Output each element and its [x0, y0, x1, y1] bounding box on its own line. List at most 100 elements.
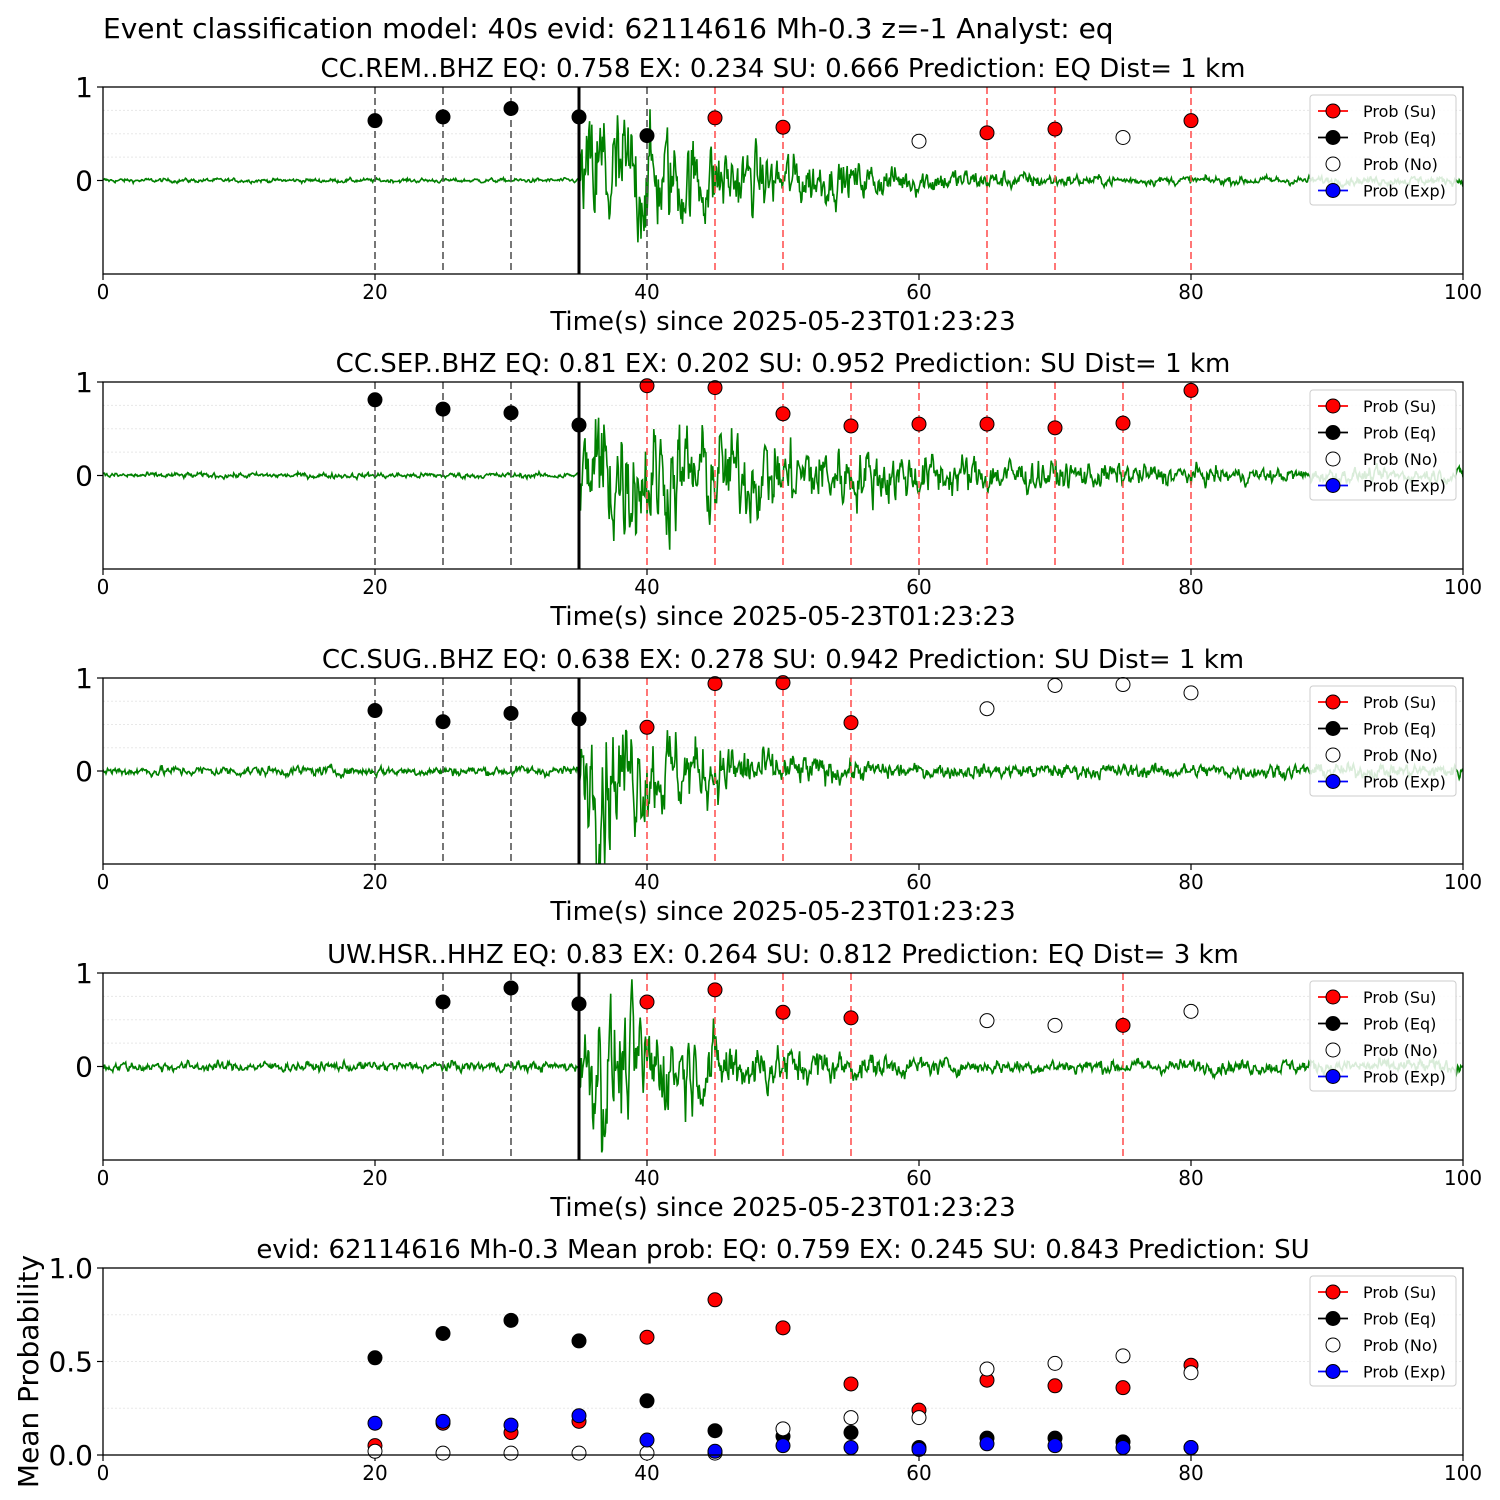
prob-point-eq — [435, 109, 451, 125]
prob-point-su — [979, 416, 995, 432]
legend-marker-exp — [1325, 1364, 1341, 1379]
prob-point-no — [911, 1410, 927, 1426]
x-tick-label: 100 — [1444, 1461, 1482, 1485]
mean-probability-panel: evid: 62114616 Mh-0.3 Mean prob: EQ: 0.7… — [12, 1235, 1482, 1488]
prob-point-su — [1115, 1017, 1131, 1033]
x-tick-label: 40 — [634, 575, 659, 599]
legend-frame — [1309, 389, 1457, 501]
prob-point-eq — [435, 994, 451, 1010]
axes-frame — [102, 972, 1464, 1161]
prob-point-su — [775, 406, 791, 422]
prob-point-su — [707, 676, 723, 692]
prob-point-no — [1183, 1365, 1199, 1381]
prob-point-eq — [571, 996, 587, 1012]
x-tick-label: 0 — [97, 870, 110, 894]
figure-title: Event classification model: 40s evid: 62… — [103, 12, 1114, 45]
y-axis-label: Mean Probability — [12, 1255, 45, 1488]
x-tick-label: 20 — [362, 870, 387, 894]
prob-point-eq — [367, 1350, 383, 1366]
legend-label-no: Prob (No) — [1363, 1336, 1438, 1355]
prob-point-su — [639, 1329, 655, 1345]
prob-point-exp — [707, 1443, 723, 1459]
legend-label-su: Prob (Su) — [1363, 1283, 1436, 1302]
y-tick-label: 1 — [75, 662, 93, 695]
legend-frame — [1309, 980, 1457, 1092]
y-tick-label: 0 — [75, 165, 93, 198]
legend-marker-no — [1325, 156, 1341, 172]
legend-label-exp: Prob (Exp) — [1363, 1068, 1446, 1087]
prob-point-su — [1047, 420, 1063, 436]
panel-title: UW.HSR..HHZ EQ: 0.83 EX: 0.264 SU: 0.812… — [327, 940, 1239, 970]
prob-point-eq — [639, 128, 655, 144]
legend-marker-eq — [1325, 425, 1341, 440]
x-tick-label: 80 — [1178, 575, 1203, 599]
x-tick-label: 40 — [634, 870, 659, 894]
axes-frame — [102, 86, 1464, 275]
x-tick-label: 60 — [906, 1461, 931, 1485]
legend-marker-exp — [1325, 774, 1341, 789]
prob-point-su — [707, 110, 723, 126]
x-axis-label: Time(s) since 2025-05-23T01:23:23 — [549, 602, 1015, 632]
prob-point-eq — [503, 101, 519, 117]
prob-point-su — [1047, 121, 1063, 137]
station-panel-2: CC.SEP..BHZ EQ: 0.81 EX: 0.202 SU: 0.952… — [75, 349, 1482, 632]
prob-point-exp — [1115, 1440, 1131, 1456]
station-3-legend: Prob (Su) Prob (Eq) Prob (No) Prob (Exp) — [1309, 685, 1457, 797]
prob-point-su — [843, 715, 859, 731]
legend-label-su: Prob (Su) — [1363, 693, 1436, 712]
x-tick-label: 60 — [906, 280, 931, 304]
legend-label-su: Prob (Su) — [1363, 102, 1436, 121]
prob-point-su — [775, 1320, 791, 1336]
prob-point-su — [1115, 415, 1131, 431]
axes-frame — [102, 381, 1464, 570]
prob-point-eq — [571, 109, 587, 125]
prob-point-eq — [435, 401, 451, 417]
legend-marker-no — [1325, 1042, 1341, 1058]
legend-label-su: Prob (Su) — [1363, 397, 1436, 416]
station-4-legend: Prob (Su) Prob (Eq) Prob (No) Prob (Exp) — [1309, 980, 1457, 1092]
x-tick-label: 60 — [906, 1166, 931, 1190]
waveform-trace — [103, 729, 1463, 864]
x-tick-label: 20 — [362, 1166, 387, 1190]
prob-point-su — [843, 1010, 859, 1026]
prob-point-su — [1115, 1380, 1131, 1396]
prob-point-su — [775, 1004, 791, 1020]
station-1-legend: Prob (Su) Prob (Eq) Prob (No) Prob (Exp) — [1309, 94, 1457, 206]
legend-label-exp: Prob (Exp) — [1363, 182, 1446, 201]
prob-point-eq — [367, 392, 383, 408]
legend-marker-su — [1325, 989, 1341, 1005]
prob-point-no — [435, 1445, 451, 1461]
prob-point-no — [367, 1443, 383, 1459]
x-tick-label: 0 — [97, 1461, 110, 1485]
prob-point-su — [911, 416, 927, 432]
y-tick-label: 0 — [75, 755, 93, 788]
prob-point-no — [979, 1361, 995, 1377]
prob-point-su — [843, 1376, 859, 1392]
prob-point-exp — [1047, 1438, 1063, 1454]
legend-marker-su — [1325, 103, 1341, 119]
prob-point-eq — [435, 714, 451, 730]
station-panel-1: CC.REM..BHZ EQ: 0.758 EX: 0.234 SU: 0.66… — [75, 54, 1482, 337]
prob-point-exp — [775, 1438, 791, 1454]
legend-marker-eq — [1325, 721, 1341, 736]
prob-point-no — [979, 1013, 995, 1029]
panel-title: CC.SEP..BHZ EQ: 0.81 EX: 0.202 SU: 0.952… — [336, 349, 1231, 379]
legend-marker-exp — [1325, 1069, 1341, 1084]
prob-point-eq — [503, 705, 519, 721]
prob-point-no — [1047, 1355, 1063, 1371]
prob-point-no — [1115, 129, 1131, 145]
prob-point-no — [843, 1410, 859, 1426]
x-tick-label: 100 — [1444, 575, 1482, 599]
x-tick-label: 0 — [97, 575, 110, 599]
prob-point-eq — [707, 1423, 723, 1439]
prob-point-no — [911, 133, 927, 149]
panel-title: CC.REM..BHZ EQ: 0.758 EX: 0.234 SU: 0.66… — [321, 54, 1246, 84]
prob-point-eq — [367, 113, 383, 129]
prob-point-exp — [979, 1436, 995, 1452]
legend-label-no: Prob (No) — [1363, 1041, 1438, 1060]
x-tick-label: 20 — [362, 1461, 387, 1485]
legend-marker-eq — [1325, 1311, 1341, 1326]
x-tick-label: 80 — [1178, 1166, 1203, 1190]
legend-label-exp: Prob (Exp) — [1363, 1363, 1446, 1382]
legend-marker-eq — [1325, 1016, 1341, 1031]
